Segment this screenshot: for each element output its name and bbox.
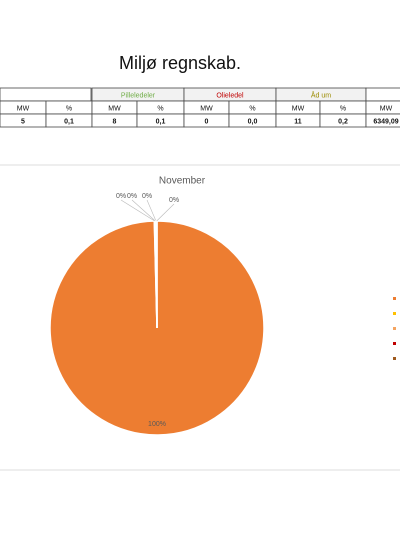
cell-value: 0,0 <box>248 118 258 125</box>
column-header: % <box>340 105 346 112</box>
chart-title: November <box>159 176 206 187</box>
legend-marker <box>393 357 396 360</box>
column-header: MW <box>17 105 30 112</box>
slice-label: 0% <box>169 197 179 204</box>
legend-marker <box>393 312 396 315</box>
legend-marker <box>393 342 396 345</box>
leader-line <box>120 199 155 222</box>
group-cell <box>365 87 400 102</box>
column-header: MW <box>200 105 213 112</box>
cell-value: 0 <box>205 118 209 125</box>
slice-label: 0% <box>142 193 152 200</box>
pie-slice <box>155 220 158 329</box>
column-header: MW <box>292 105 305 112</box>
column-header: % <box>157 105 163 112</box>
group-header: Åd um <box>311 90 331 99</box>
column-header: MW <box>108 105 121 112</box>
group-header: Olieledel <box>216 92 244 99</box>
slice-label: 0% <box>116 193 126 200</box>
cell-value: 0,1 <box>64 118 74 125</box>
column-header: % <box>66 105 72 112</box>
cell-value: 11 <box>294 118 302 125</box>
page-title: Miljø regnskab. <box>119 53 241 73</box>
pie: 100%0% 0% 0%0% <box>49 193 396 436</box>
leader-line <box>131 199 156 222</box>
column-header: MW <box>380 105 393 112</box>
cell-value: 0,1 <box>156 118 166 125</box>
group-header: Pilleledeler <box>121 92 156 99</box>
cell <box>365 113 400 128</box>
leader-line <box>146 199 157 222</box>
slice-label: 100% <box>148 421 166 428</box>
leader-line <box>156 203 175 222</box>
legend-marker <box>393 297 396 300</box>
table: Pilleledeler Olieledel Åd um MW% MW% MW% MW% MW… <box>0 87 400 128</box>
slice-label: 0% <box>127 193 137 200</box>
cell-value: 8 <box>113 118 117 125</box>
cell-value: 0,2 <box>338 118 348 125</box>
group-cell <box>0 87 92 102</box>
column-header: % <box>249 105 255 112</box>
cell-value: 6349,09 <box>373 118 398 125</box>
legend-marker <box>393 327 396 330</box>
cell-value: 5 <box>21 118 25 125</box>
